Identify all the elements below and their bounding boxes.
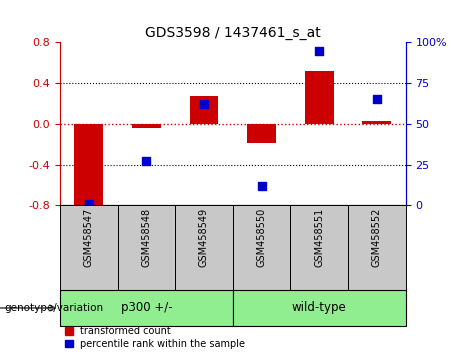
Text: wild-type: wild-type (292, 302, 347, 314)
Bar (74, 124, 103, 210)
Point (258, 183, 266, 189)
Bar (132, 124, 161, 128)
Bar (60, 290, 233, 326)
Bar (348, 205, 406, 290)
Bar (247, 124, 276, 143)
Point (373, 97, 381, 102)
Text: genotype/variation: genotype/variation (5, 303, 104, 313)
Point (200, 102, 207, 107)
Bar (175, 205, 233, 290)
Point (142, 159, 150, 164)
Text: GSM458552: GSM458552 (372, 208, 382, 267)
Text: GSM458551: GSM458551 (314, 208, 324, 267)
Text: GSM458549: GSM458549 (199, 208, 209, 267)
Bar (189, 96, 219, 124)
Bar (290, 205, 348, 290)
Title: GDS3598 / 1437461_s_at: GDS3598 / 1437461_s_at (145, 26, 321, 40)
Text: GSM458547: GSM458547 (84, 208, 94, 267)
Text: GSM458548: GSM458548 (142, 208, 151, 267)
Point (85, 201, 92, 206)
Bar (305, 71, 334, 124)
Bar (118, 205, 175, 290)
Bar (362, 121, 391, 124)
Bar (60, 205, 118, 290)
Point (315, 48, 323, 53)
Text: GSM458550: GSM458550 (257, 208, 266, 267)
Legend: transformed count, percentile rank within the sample: transformed count, percentile rank withi… (65, 326, 245, 349)
Bar (233, 205, 290, 290)
Bar (233, 290, 406, 326)
Text: p300 +/-: p300 +/- (121, 302, 172, 314)
